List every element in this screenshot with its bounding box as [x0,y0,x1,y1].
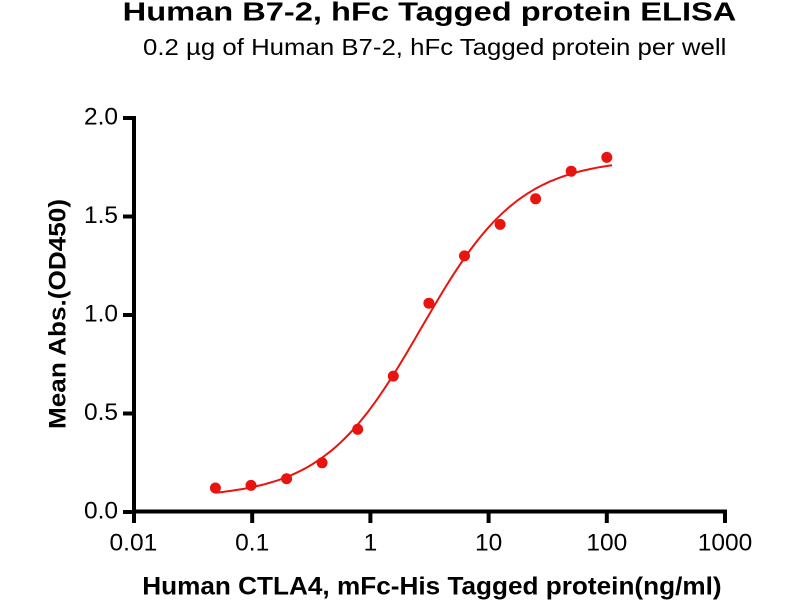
svg-text:1: 1 [364,530,378,557]
svg-text:1.0: 1.0 [84,301,118,328]
svg-text:2.0: 2.0 [84,104,118,131]
svg-text:0.01: 0.01 [110,530,158,557]
svg-text:10: 10 [475,530,502,557]
svg-text:0.0: 0.0 [84,498,118,525]
svg-text:Mean Abs.(OD450): Mean Abs.(OD450) [44,199,71,429]
svg-text:0.2 µg of Human B7-2, hFc Tagg: 0.2 µg of Human B7-2, hFc Tagged protein… [143,35,726,61]
svg-text:1.5: 1.5 [84,202,118,229]
svg-text:1000: 1000 [698,530,753,557]
svg-text:Human CTLA4, mFc-His Tagged pr: Human CTLA4, mFc-His Tagged protein(ng/m… [142,573,721,600]
svg-text:0.5: 0.5 [84,399,118,426]
svg-text:Human B7-2, hFc Tagged protein: Human B7-2, hFc Tagged protein ELISA [123,0,737,27]
svg-text:0.1: 0.1 [235,530,269,557]
svg-text:100: 100 [586,530,627,557]
